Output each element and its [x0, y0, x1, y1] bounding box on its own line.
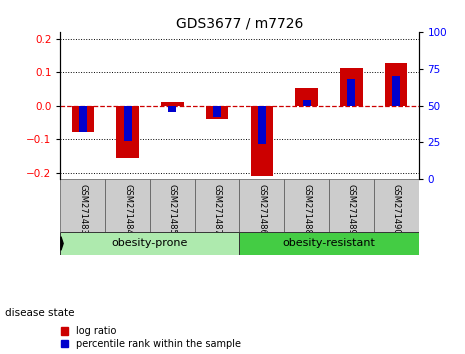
- Polygon shape: [61, 236, 63, 250]
- Title: GDS3677 / m7726: GDS3677 / m7726: [176, 17, 303, 31]
- Bar: [347, 79, 355, 105]
- Bar: [239, 179, 284, 232]
- Bar: [239, 232, 418, 255]
- Bar: [303, 100, 311, 105]
- Bar: [258, 105, 266, 144]
- Bar: [124, 105, 132, 141]
- Text: disease state: disease state: [5, 308, 74, 318]
- Bar: [195, 179, 239, 232]
- Bar: [116, 105, 139, 158]
- Text: GSM271490: GSM271490: [392, 184, 401, 234]
- Text: GSM271486: GSM271486: [257, 184, 266, 234]
- Bar: [150, 179, 195, 232]
- Bar: [206, 105, 228, 119]
- Bar: [60, 179, 105, 232]
- Bar: [251, 105, 273, 176]
- Text: GSM271489: GSM271489: [347, 184, 356, 234]
- Bar: [392, 76, 400, 105]
- Bar: [213, 105, 221, 118]
- Text: GSM271488: GSM271488: [302, 184, 311, 234]
- Bar: [79, 105, 87, 132]
- Bar: [284, 179, 329, 232]
- Text: GSM271487: GSM271487: [213, 184, 222, 234]
- Bar: [161, 102, 184, 105]
- Text: obesity-resistant: obesity-resistant: [283, 239, 375, 249]
- Text: GSM271483: GSM271483: [78, 184, 87, 234]
- Text: obesity-prone: obesity-prone: [112, 239, 188, 249]
- Bar: [295, 88, 318, 105]
- Bar: [60, 232, 239, 255]
- Bar: [340, 68, 363, 105]
- Bar: [72, 105, 94, 132]
- Text: GSM271485: GSM271485: [168, 184, 177, 234]
- Legend: log ratio, percentile rank within the sample: log ratio, percentile rank within the sa…: [60, 326, 241, 349]
- Bar: [329, 179, 374, 232]
- Bar: [374, 179, 418, 232]
- Text: GSM271484: GSM271484: [123, 184, 132, 234]
- Bar: [385, 63, 407, 105]
- Bar: [105, 179, 150, 232]
- Bar: [168, 105, 176, 112]
